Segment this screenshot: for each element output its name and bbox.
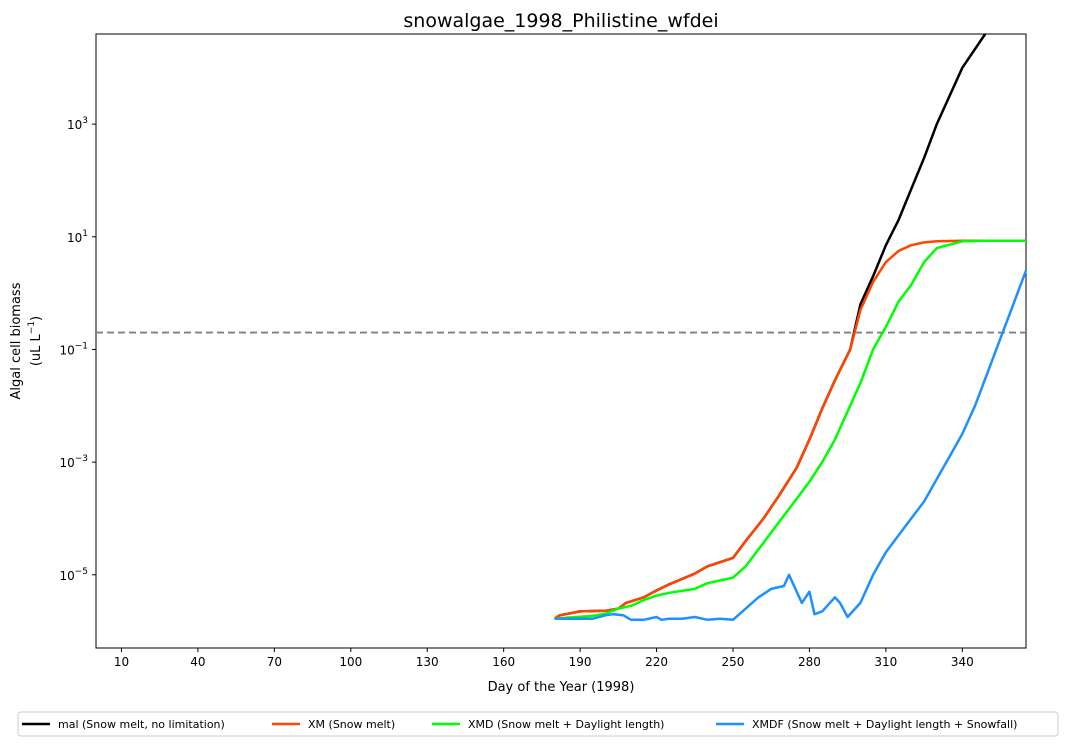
y-tick-label: 10−3 xyxy=(59,454,88,470)
series-group xyxy=(553,33,1028,622)
chart-title: snowalgae_1998_Philistine_wfdei xyxy=(403,10,718,32)
y-tick-label: 10−5 xyxy=(59,567,88,583)
x-axis-title: Day of the Year (1998) xyxy=(488,680,635,695)
legend: mal (Snow melt, no limitation) XM (Snow m… xyxy=(17,711,1059,737)
y-axis: 10−5 10−3 10−1 101 103 xyxy=(59,116,96,583)
y-axis-unit-close: ) xyxy=(29,316,44,321)
legend-label-4: XMDF (Snow melt + Daylight length + Snow… xyxy=(752,718,1017,731)
x-tick-label: 250 xyxy=(722,655,745,669)
y-axis-title-line1: Algal cell biomass xyxy=(9,282,24,399)
x-axis: 10 40 70 100 130 160 190 220 250 280 310 340 xyxy=(114,648,974,669)
x-tick-label: 130 xyxy=(416,655,439,669)
series-line-3 xyxy=(554,239,1026,620)
x-tick-label: 310 xyxy=(874,655,897,669)
y-axis-unit: (uL L xyxy=(29,333,44,366)
x-tick-label: 40 xyxy=(190,655,205,669)
x-tick-label: 160 xyxy=(492,655,515,669)
y-tick-label: 10−1 xyxy=(59,341,88,357)
x-tick-label: 220 xyxy=(645,655,668,669)
x-tick-label: 280 xyxy=(798,655,821,669)
plot-area xyxy=(95,33,1028,649)
x-tick-label: 70 xyxy=(267,655,282,669)
x-tick-label: 190 xyxy=(569,655,592,669)
legend-label-3: XMD (Snow melt + Daylight length) xyxy=(468,718,664,731)
legend-label-1: mal (Snow melt, no limitation) xyxy=(58,718,225,731)
y-axis-unit-exponent: −1 xyxy=(27,321,37,334)
legend-frame xyxy=(17,711,1059,737)
series-line-2 xyxy=(553,239,1026,620)
x-tick-label: 100 xyxy=(339,655,362,669)
y-tick-label: 103 xyxy=(67,116,88,132)
x-tick-label: 10 xyxy=(114,655,129,669)
y-axis-title: Algal cell biomass (uL L−1) xyxy=(9,282,44,399)
y-tick-label: 101 xyxy=(67,229,88,245)
legend-label-2: XM (Snow melt) xyxy=(308,718,395,731)
plot-frame xyxy=(95,33,1027,649)
series-line-4 xyxy=(554,270,1028,622)
y-axis-title-line2: (uL L−1) xyxy=(27,316,44,366)
x-tick-label: 340 xyxy=(951,655,974,669)
